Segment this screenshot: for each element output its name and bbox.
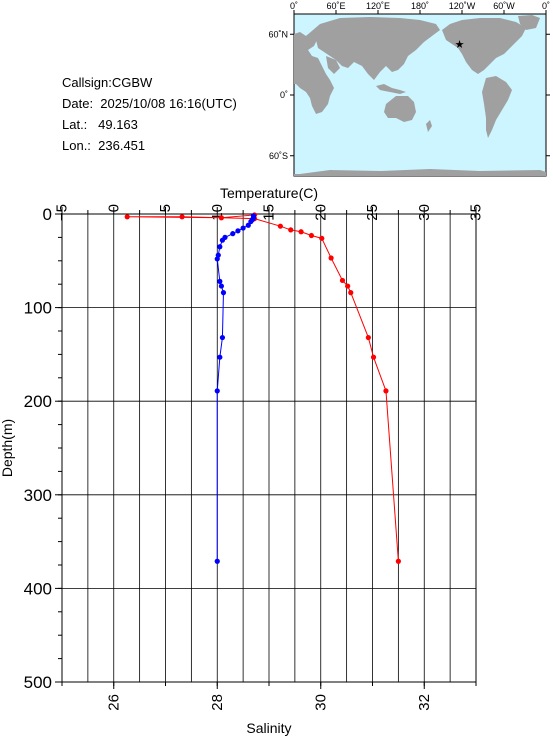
salinity-data-point	[235, 228, 241, 234]
temperature-tick-label: 30	[416, 204, 433, 221]
map-lat-ticks: 60˚N 0˚ 60˚S	[268, 29, 550, 161]
salinity-data-point	[214, 558, 220, 564]
depth-tick-label: 100	[24, 299, 52, 318]
temperature-data-point	[395, 558, 401, 564]
salinity-data-point	[245, 222, 251, 228]
salinity-data-point	[218, 283, 224, 289]
salinity-data-point	[230, 231, 236, 237]
salinity-profile-line	[216, 215, 254, 562]
land-africa-europe	[294, 30, 334, 114]
temperature-data-point	[383, 388, 389, 394]
map-lat-tick-label: 60˚N	[268, 29, 288, 39]
salinity-tick-label: 26	[105, 694, 122, 711]
temperature-data-point	[339, 277, 346, 284]
temperature-tick-label: 35	[468, 204, 485, 221]
temperature-data-point	[298, 229, 304, 235]
date-label: Date: 2025/10/08 16:16(UTC)	[62, 96, 237, 111]
salinity-data-point	[240, 225, 246, 231]
land-australia	[384, 96, 416, 122]
land-antarctica	[294, 169, 546, 176]
temperature-data-point	[179, 214, 185, 220]
temperature-data-point	[365, 334, 371, 341]
temperature-data-point	[218, 215, 224, 221]
salinity-tick-label: 28	[209, 694, 226, 711]
lon-label: Lon.: 236.451	[62, 138, 146, 153]
chart-series	[124, 212, 401, 564]
land-indonesia	[376, 84, 406, 94]
salinity-data-point	[219, 237, 226, 243]
temperature-data-point	[319, 235, 325, 241]
station-info: Callsign:CGBW Date: 2025/10/08 16:16(UTC…	[62, 72, 237, 156]
temperature-data-point	[328, 255, 334, 261]
map-lon-tick-label: 120˚E	[366, 1, 390, 11]
depth-tick-label: 500	[24, 673, 52, 692]
temperature-data-point	[288, 227, 294, 233]
depth-axis-label: Depth(m)	[0, 419, 15, 477]
temperature-data-point	[348, 290, 354, 296]
land-asia	[306, 17, 440, 80]
station-marker: ★	[455, 39, 465, 51]
temperature-tick-label: 0	[105, 204, 122, 212]
salinity-data-point	[248, 218, 254, 225]
map-lon-tick-label: 0˚	[290, 1, 298, 11]
map-lon-tick-label: 120˚W	[449, 1, 476, 11]
salinity-data-point	[214, 256, 220, 262]
salinity-data-point	[220, 290, 227, 296]
callsign-label: Callsign:CGBW	[62, 75, 153, 90]
temperature-data-point	[124, 214, 130, 220]
land-arabia	[326, 56, 340, 74]
lat-label: Lat.: 49.163	[62, 117, 138, 132]
map-lon-tick-label: 0˚	[542, 1, 550, 11]
salinity-data-point	[214, 388, 220, 394]
salinity-axis-label: Salinity	[246, 720, 291, 736]
temperature-data-point	[345, 283, 351, 289]
salinity-tick-label: 32	[416, 694, 433, 711]
salinity-tick-label: 30	[312, 694, 329, 711]
salinity-data-point	[217, 244, 223, 250]
land-new-zealand	[426, 120, 432, 132]
map-lat-tick-label: 60˚S	[269, 151, 288, 161]
world-map: 0˚ 60˚E 120˚E 180˚ 120˚W 60˚W 0˚ 60˚N 0˚ 60˚S ★	[268, 1, 550, 177]
temperature-profile-line	[127, 214, 399, 562]
depth-tick-label: 300	[24, 486, 52, 505]
temperature-data-point	[308, 232, 315, 239]
land-south-america	[482, 76, 512, 138]
map-lon-ticks: 0˚ 60˚E 120˚E 180˚ 120˚W 60˚W 0˚	[290, 1, 550, 14]
map-lon-tick-label: 180˚	[411, 1, 429, 11]
map-land	[294, 15, 546, 176]
depth-tick-label: 200	[24, 392, 52, 411]
salinity-data-point	[219, 334, 226, 341]
map-lon-tick-label: 60˚W	[493, 1, 515, 11]
depth-tick-label: 400	[24, 579, 52, 598]
salinity-data-point	[217, 354, 223, 360]
depth-tick-label: 0	[43, 205, 52, 224]
map-lat-tick-label: 0˚	[280, 90, 288, 100]
temperature-tick-label: 20	[312, 204, 329, 221]
chart-grid	[62, 214, 476, 682]
temperature-data-point	[370, 354, 377, 360]
map-lon-tick-label: 60˚E	[326, 1, 345, 11]
temperature-tick-label: 25	[364, 204, 381, 221]
temperature-data-point	[277, 223, 283, 229]
temperature-tick-label: 15	[261, 204, 278, 221]
temperature-axis-label: Temperature(C)	[220, 185, 318, 201]
land-north-america	[442, 18, 526, 74]
salinity-data-point	[217, 278, 223, 284]
temperature-tick-label: 5	[157, 204, 174, 212]
temperature-tick-label: −5	[54, 204, 71, 221]
land-greenland	[518, 15, 540, 30]
